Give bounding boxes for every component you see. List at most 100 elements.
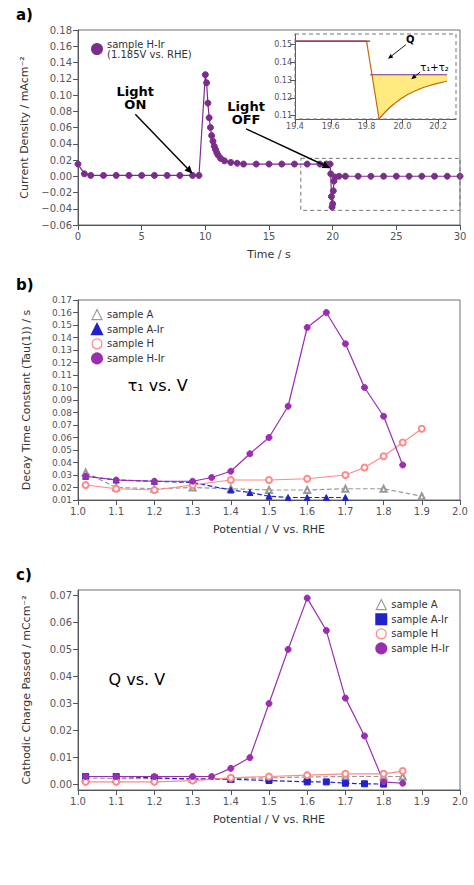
svg-text:0.04: 0.04 <box>50 671 72 682</box>
svg-text:0.12: 0.12 <box>50 73 72 84</box>
svg-text:1.8: 1.8 <box>376 796 392 807</box>
svg-text:ON: ON <box>124 97 146 112</box>
svg-text:0.12: 0.12 <box>52 358 72 368</box>
svg-text:sample H-Ir: sample H-Ir <box>107 353 166 364</box>
svg-text:0.14: 0.14 <box>274 58 292 67</box>
svg-text:20: 20 <box>326 231 339 242</box>
svg-text:0.04: 0.04 <box>52 458 72 468</box>
svg-text:0.15: 0.15 <box>274 40 292 49</box>
svg-text:0.11: 0.11 <box>52 370 72 380</box>
svg-text:0.07: 0.07 <box>50 590 72 601</box>
svg-text:1.3: 1.3 <box>185 796 201 807</box>
svg-text:20.2: 20.2 <box>429 122 447 131</box>
svg-text:0.10: 0.10 <box>50 90 72 101</box>
svg-text:0.08: 0.08 <box>52 408 72 418</box>
svg-text:a): a) <box>16 6 33 24</box>
svg-text:19.6: 19.6 <box>322 122 340 131</box>
svg-text:1.3: 1.3 <box>185 506 201 517</box>
svg-text:0.05: 0.05 <box>50 644 72 655</box>
svg-text:0.01: 0.01 <box>52 495 72 505</box>
svg-text:Current Density / mAcm⁻²: Current Density / mAcm⁻² <box>18 56 31 198</box>
svg-text:τ₁ vs. V: τ₁ vs. V <box>128 376 188 395</box>
svg-text:Potential / V vs. RHE: Potential / V vs. RHE <box>213 523 325 536</box>
svg-text:1.5: 1.5 <box>261 506 277 517</box>
svg-text:sample H: sample H <box>107 338 154 349</box>
svg-text:0.13: 0.13 <box>52 345 72 355</box>
svg-text:0.06: 0.06 <box>50 122 72 133</box>
svg-text:1.9: 1.9 <box>414 506 430 517</box>
svg-text:−0.02: −0.02 <box>41 187 72 198</box>
svg-text:0.04: 0.04 <box>50 138 72 149</box>
svg-text:1.8: 1.8 <box>376 506 392 517</box>
svg-text:τ₁+τ₂: τ₁+τ₂ <box>420 62 448 73</box>
svg-text:b): b) <box>16 276 34 294</box>
svg-text:0.03: 0.03 <box>50 698 72 709</box>
svg-text:0.00: 0.00 <box>50 171 72 182</box>
svg-text:sample A: sample A <box>107 309 154 320</box>
svg-text:0.16: 0.16 <box>50 41 72 52</box>
svg-text:2.0: 2.0 <box>452 506 468 517</box>
svg-text:0.12: 0.12 <box>274 93 292 102</box>
svg-text:c): c) <box>16 566 32 584</box>
svg-text:sample A-Ir: sample A-Ir <box>391 614 449 625</box>
svg-text:1.9: 1.9 <box>414 796 430 807</box>
svg-text:Q vs. V: Q vs. V <box>109 670 166 689</box>
svg-text:0.03: 0.03 <box>52 470 72 480</box>
svg-text:0.17: 0.17 <box>52 295 72 305</box>
svg-text:Potential / V vs. RHE: Potential / V vs. RHE <box>213 813 325 826</box>
svg-text:(1.185V vs. RHE): (1.185V vs. RHE) <box>107 49 192 60</box>
svg-text:0.01: 0.01 <box>50 752 72 763</box>
svg-text:19.8: 19.8 <box>358 122 376 131</box>
svg-text:30: 30 <box>454 231 467 242</box>
svg-text:0.02: 0.02 <box>50 725 72 736</box>
svg-text:1.5: 1.5 <box>261 796 277 807</box>
svg-text:sample A-Ir: sample A-Ir <box>107 324 165 335</box>
svg-text:0.16: 0.16 <box>52 308 72 318</box>
svg-text:0.07: 0.07 <box>52 420 72 430</box>
svg-text:0.06: 0.06 <box>52 433 72 443</box>
svg-text:0.10: 0.10 <box>52 383 72 393</box>
svg-text:0: 0 <box>75 231 81 242</box>
svg-text:1.7: 1.7 <box>337 796 353 807</box>
svg-text:1.7: 1.7 <box>337 506 353 517</box>
svg-text:Time / s: Time / s <box>246 248 291 261</box>
svg-text:sample H-Ir: sample H-Ir <box>391 643 450 654</box>
svg-text:0.05: 0.05 <box>52 445 72 455</box>
svg-text:0.14: 0.14 <box>52 333 72 343</box>
svg-text:1.0: 1.0 <box>70 506 86 517</box>
svg-text:0.02: 0.02 <box>50 155 72 166</box>
svg-text:15: 15 <box>263 231 276 242</box>
svg-text:OFF: OFF <box>232 112 261 127</box>
svg-text:1.2: 1.2 <box>146 796 162 807</box>
svg-text:5: 5 <box>138 231 144 242</box>
svg-text:25: 25 <box>390 231 403 242</box>
svg-text:Cathodic Charge Passed / mCcm⁻: Cathodic Charge Passed / mCcm⁻² <box>20 595 33 784</box>
svg-text:0.02: 0.02 <box>52 483 72 493</box>
svg-text:0.15: 0.15 <box>52 320 72 330</box>
svg-text:1.6: 1.6 <box>299 506 315 517</box>
svg-text:0.00: 0.00 <box>50 779 72 790</box>
svg-text:sample A: sample A <box>391 599 438 610</box>
svg-text:1.1: 1.1 <box>108 796 124 807</box>
svg-text:0.11: 0.11 <box>274 111 292 120</box>
svg-text:1.6: 1.6 <box>299 796 315 807</box>
svg-text:0.14: 0.14 <box>50 57 72 68</box>
svg-text:1.4: 1.4 <box>223 506 239 517</box>
svg-text:2.0: 2.0 <box>452 796 468 807</box>
svg-text:1.1: 1.1 <box>108 506 124 517</box>
svg-text:20.0: 20.0 <box>393 122 411 131</box>
svg-text:19.4: 19.4 <box>286 122 304 131</box>
svg-text:1.2: 1.2 <box>146 506 162 517</box>
svg-text:0.18: 0.18 <box>50 25 72 36</box>
svg-text:10: 10 <box>199 231 212 242</box>
svg-text:1.4: 1.4 <box>223 796 239 807</box>
svg-text:0.08: 0.08 <box>50 106 72 117</box>
svg-text:−0.04: −0.04 <box>41 203 72 214</box>
svg-text:−0.06: −0.06 <box>41 220 72 231</box>
svg-text:0.09: 0.09 <box>52 395 72 405</box>
svg-text:0.13: 0.13 <box>274 76 292 85</box>
svg-text:Q: Q <box>406 34 415 45</box>
svg-text:sample H: sample H <box>391 628 438 639</box>
svg-text:1.0: 1.0 <box>70 796 86 807</box>
svg-text:0.06: 0.06 <box>50 617 72 628</box>
